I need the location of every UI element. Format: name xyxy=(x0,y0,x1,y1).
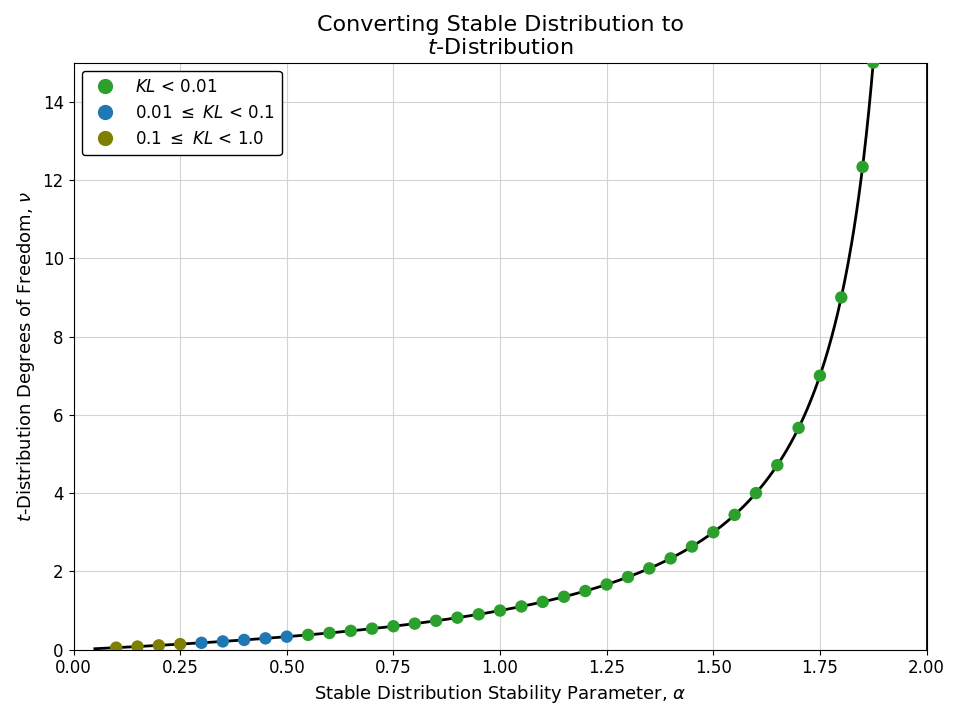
Point xyxy=(748,487,763,499)
Point xyxy=(620,571,636,582)
Legend: $KL$ < 0.01, 0.01 $\leq$ $KL$ < 0.1, 0.1 $\leq$ $KL$ < 1.0: $KL$ < 0.01, 0.01 $\leq$ $KL$ < 0.1, 0.1… xyxy=(82,71,281,155)
Point xyxy=(258,633,274,644)
Point xyxy=(684,541,700,552)
Point xyxy=(599,579,614,590)
Point xyxy=(514,600,529,612)
Point xyxy=(855,161,871,173)
Point xyxy=(407,618,422,629)
Point xyxy=(279,631,295,642)
Point xyxy=(343,625,358,636)
Point xyxy=(449,612,465,624)
Point xyxy=(300,629,316,641)
Title: Converting Stable Distribution to
$t$-Distribution: Converting Stable Distribution to $t$-Di… xyxy=(317,15,684,58)
Point xyxy=(578,585,593,597)
Point xyxy=(215,636,230,647)
Point xyxy=(386,621,401,632)
Point xyxy=(492,605,508,616)
Point xyxy=(194,637,209,649)
Point xyxy=(557,591,572,603)
Point xyxy=(706,526,721,538)
Point xyxy=(770,459,785,471)
Point xyxy=(791,422,806,433)
Point xyxy=(322,627,337,639)
Point xyxy=(365,623,380,634)
Point xyxy=(866,57,881,68)
Point xyxy=(471,608,487,620)
Point xyxy=(108,642,124,654)
Point xyxy=(812,370,828,382)
Point xyxy=(833,292,849,303)
Point xyxy=(535,596,550,608)
Point xyxy=(641,562,657,574)
Point xyxy=(151,639,166,651)
Point xyxy=(236,634,252,646)
X-axis label: Stable Distribution Stability Parameter, $\alpha$: Stable Distribution Stability Parameter,… xyxy=(314,683,686,705)
Y-axis label: $t$-Distribution Degrees of Freedom, $\nu$: $t$-Distribution Degrees of Freedom, $\n… xyxy=(15,191,37,522)
Point xyxy=(428,615,444,626)
Point xyxy=(173,639,188,650)
Point xyxy=(663,553,679,564)
Point xyxy=(727,509,742,521)
Point xyxy=(130,641,145,652)
